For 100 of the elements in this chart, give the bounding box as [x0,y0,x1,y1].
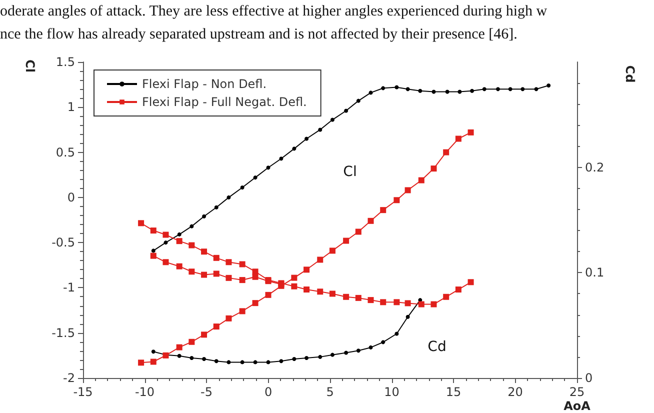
point [329,248,336,254]
point [150,358,156,365]
x-tick-label: -5 [200,385,212,399]
point [430,301,437,308]
point [356,98,360,103]
point [508,87,512,92]
point [418,301,424,308]
annotation: Cl [343,164,357,180]
y-tick-label: 0.5 [56,145,75,160]
point [151,248,156,253]
text: nce the flow has already separated upstream and is not affected by their presence [46]. [0,26,518,42]
point [356,348,360,353]
point [343,238,350,244]
point [190,356,194,360]
point [214,359,218,364]
y2-tick-label: 0.1 [585,266,604,280]
x-tick-label: -15 [73,385,93,399]
point [188,242,195,248]
x-tick-label: 10 [384,385,400,399]
point [317,288,324,295]
point [546,83,551,88]
legend-label: Flexi Flap - Full Negat. Defl. [142,95,307,109]
x-tick-label: -10 [134,385,155,399]
point [279,359,284,364]
point [177,354,182,358]
y-tick-label: 1.5 [56,55,75,69]
point [226,195,231,200]
point [406,87,410,92]
point [150,252,156,259]
point [329,290,336,297]
point [520,87,525,92]
point [188,268,195,275]
point [317,256,324,263]
point [226,259,232,266]
point [381,340,386,344]
point [190,224,194,228]
point [202,357,206,362]
text: oderate angles of attack. They are less effective at higher angles experienced during high w [0,4,548,20]
point [404,300,411,306]
point [344,108,348,113]
x-tick-label: 20 [508,385,523,399]
point [279,156,284,161]
point [468,129,474,136]
x-tick-label: 0 [264,385,272,399]
point [318,128,322,132]
point [445,90,450,94]
point [201,248,208,255]
point [226,315,232,322]
point [266,166,270,170]
point [380,299,386,306]
point [240,360,244,364]
y-tick-label: 1 [67,100,75,114]
point [381,86,386,90]
point [164,240,168,245]
point [176,344,182,350]
point [239,261,246,268]
point [443,149,450,156]
point [430,166,437,172]
point [291,274,298,281]
point [252,274,258,280]
point [292,357,296,362]
point [266,360,270,364]
point [150,228,156,234]
point [239,277,246,284]
point [368,90,373,95]
y-tick-label: 0 [67,190,75,204]
point [151,350,156,354]
point [304,266,310,273]
point [213,270,220,277]
point [368,345,373,350]
point [404,187,411,194]
point [213,324,220,330]
point [213,254,220,261]
point [534,87,538,92]
point [355,228,362,235]
y2-axis-title: Cd [623,65,637,83]
y-tick-label: -1.5 [52,326,75,340]
x-tick-label: 15 [446,385,462,399]
y2-tick-label: 0.2 [585,160,604,174]
point [455,286,462,293]
point [252,268,258,275]
x-axis-title: AoA [564,399,592,413]
x-tick-label: 25 [569,385,585,399]
point [330,118,334,122]
point [482,87,486,92]
legend-label: Flexi Flap - Non Defl. [142,77,267,91]
point [343,294,350,300]
point [355,294,362,301]
point [226,360,231,364]
point [162,232,169,238]
point [470,88,474,93]
point [291,283,298,290]
point [418,177,424,184]
y-tick-label: -2 [63,371,75,385]
point [344,350,348,355]
y2-tick-label: 0 [585,371,593,385]
point [265,292,272,298]
point [394,299,400,306]
point [214,205,218,210]
y-tick-label: -0.5 [52,236,75,250]
